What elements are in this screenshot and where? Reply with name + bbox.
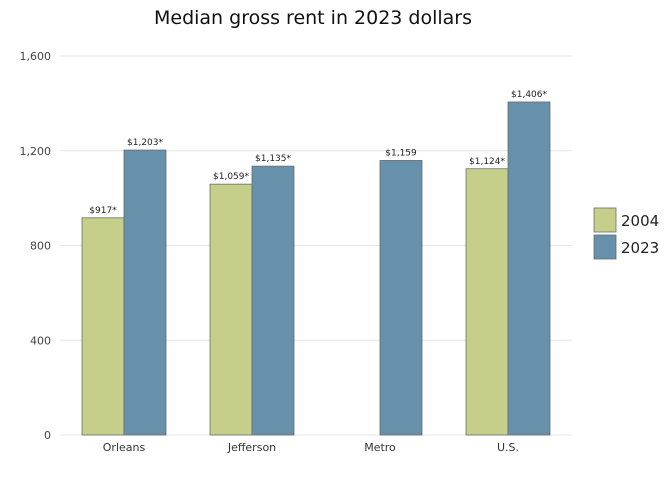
legend-swatch-2023: [593, 234, 617, 260]
x-tick-label: Orleans: [103, 441, 146, 454]
data-label: $1,159: [385, 148, 417, 158]
y-tick-label: 800: [30, 240, 51, 253]
y-tick-label: 400: [30, 334, 51, 347]
x-tick-label: U.S.: [497, 441, 519, 454]
bar-2004-orleans: [81, 217, 125, 436]
chart-title: Median gross rent in 2023 dollars: [154, 7, 472, 29]
data-label: $1,203*: [127, 138, 163, 148]
bar-2004-jefferson: [209, 183, 253, 436]
bars: [81, 101, 551, 436]
x-tick-label: Jefferson: [227, 441, 276, 454]
bar-2023-orleans: [123, 149, 167, 436]
legend: 2004 2023: [593, 207, 659, 260]
bar-2004-us: [465, 168, 509, 436]
data-label: $1,059*: [213, 172, 249, 182]
data-label: $1,406*: [511, 90, 547, 100]
bar-2023-metro: [379, 160, 423, 436]
legend-label-2004: 2004: [621, 212, 659, 230]
legend-swatch-2004: [593, 207, 617, 233]
y-axis: 0 400 800 1,200 1,600: [20, 50, 52, 442]
x-tick-label: Metro: [364, 441, 396, 454]
y-tick-label: 0: [44, 429, 51, 442]
bar-2023-us: [507, 101, 551, 436]
y-tick-label: 1,600: [20, 50, 52, 63]
data-labels: $917* $1,203* $1,059* $1,135* $1,159 $1,124* $…: [89, 90, 547, 216]
data-label: $917*: [89, 206, 117, 216]
legend-label-2023: 2023: [621, 239, 659, 257]
data-label: $1,124*: [469, 157, 505, 167]
x-axis: Orleans Jefferson Metro U.S.: [103, 441, 519, 454]
data-label: $1,135*: [255, 154, 291, 164]
bar-2023-jefferson: [251, 165, 295, 436]
y-tick-label: 1,200: [20, 145, 52, 158]
